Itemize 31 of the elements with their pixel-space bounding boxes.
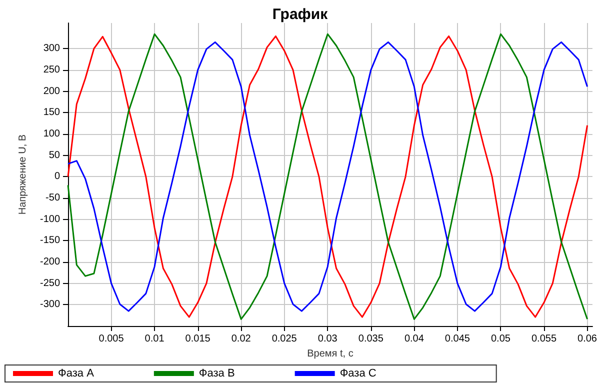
y-tick-label: 300 [43,43,60,54]
y-tick-label: -100 [40,214,60,225]
y-tick-label: -200 [40,256,60,268]
legend-label: Фаза А [58,368,95,380]
x-tick-label: 0.03 [318,334,338,344]
y-tick-label: -300 [40,299,60,310]
y-tick-label: -250 [40,278,60,289]
x-tick-label: 0.06 [578,334,598,344]
legend-label: Фаза С [340,368,376,380]
y-tick-label: 100 [43,128,60,140]
x-tick-label: 0.015 [185,334,211,344]
x-tick-label: 0.02 [231,334,252,344]
y-tick-label: 0 [54,171,60,182]
x-tick-label: 0.005 [98,334,124,344]
x-tick-label: 0.025 [272,334,298,344]
y-tick-label: 250 [43,64,60,76]
y-tick-label: -150 [40,235,60,246]
x-tick-label: 0.05 [490,334,511,344]
x-axis-title: Время t, с [307,348,354,360]
chart-title: График [272,6,328,23]
x-tick-label: 0.055 [531,334,557,344]
x-tick-label: 0.035 [358,334,384,344]
y-axis-title: Напряжение U, В [18,134,28,215]
y-tick-label: 50 [48,150,60,161]
x-tick-label: 0.04 [404,334,424,344]
x-tick-label: 0.045 [444,334,470,344]
legend-label: Фаза В [198,368,235,380]
y-tick-label: -50 [46,192,60,204]
x-tick-label: 0.01 [144,334,165,344]
y-tick-label: 150 [43,107,60,118]
y-tick-label: 200 [43,86,60,97]
